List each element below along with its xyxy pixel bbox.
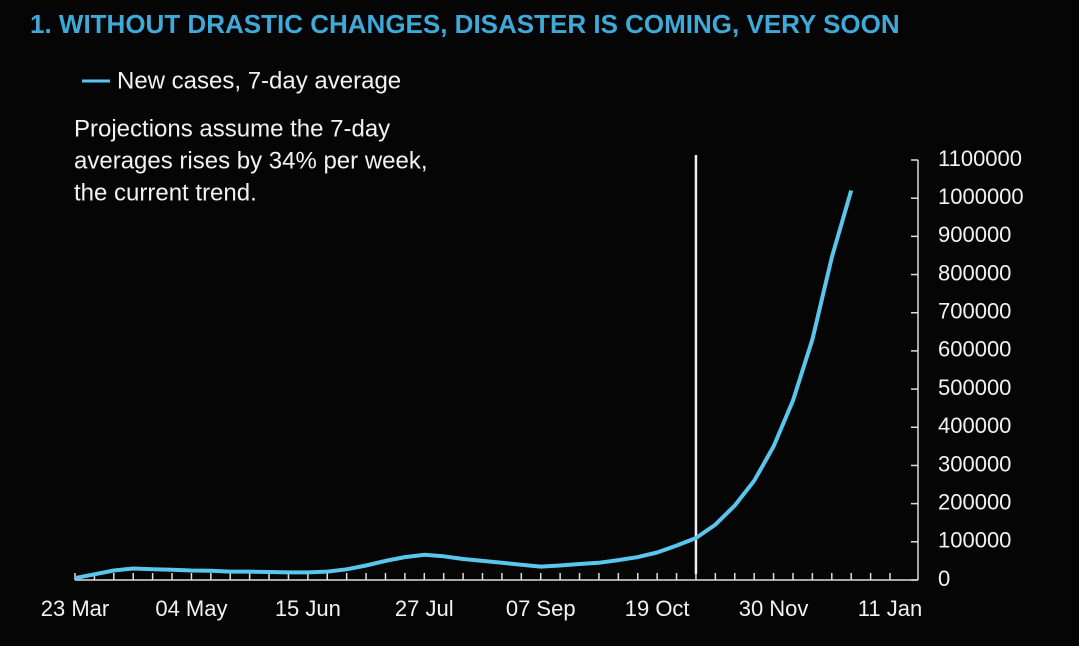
x-tick-label: 23 Mar	[41, 596, 109, 621]
x-tick-label: 30 Nov	[739, 596, 809, 621]
y-tick-label: 1000000	[938, 184, 1024, 209]
x-tick-label: 11 Jan	[858, 596, 922, 621]
chart-title: 1. WITHOUT DRASTIC CHANGES, DISASTER IS …	[30, 9, 900, 39]
x-tick-label: 15 Jun	[275, 596, 341, 621]
data-line	[74, 189, 854, 581]
y-tick-label: 800000	[938, 260, 1011, 285]
x-tick-label: 27 Jul	[395, 596, 454, 621]
y-tick-label: 900000	[938, 222, 1011, 247]
legend-label: New cases, 7-day average	[117, 67, 401, 94]
y-tick-label: 200000	[938, 489, 1011, 514]
y-tick-label: 1100000	[938, 146, 1022, 171]
x-tick-label: 19 Oct	[625, 596, 690, 621]
y-tick-label: 300000	[938, 451, 1011, 476]
y-tick-label: 700000	[938, 299, 1011, 324]
x-tick-label: 07 Sep	[506, 596, 576, 621]
y-tick-label: 0	[938, 566, 950, 591]
y-tick-label: 400000	[938, 413, 1011, 438]
annotation: the current trend.	[74, 179, 257, 206]
annotation: Projections assume the 7-day	[74, 115, 390, 142]
y-tick-label: 600000	[938, 337, 1011, 362]
annotation: averages rises by 34% per week,	[74, 147, 428, 174]
y-tick-label: 500000	[938, 375, 1011, 400]
x-tick-label: 04 May	[155, 596, 227, 621]
y-tick-label: 100000	[938, 528, 1011, 553]
